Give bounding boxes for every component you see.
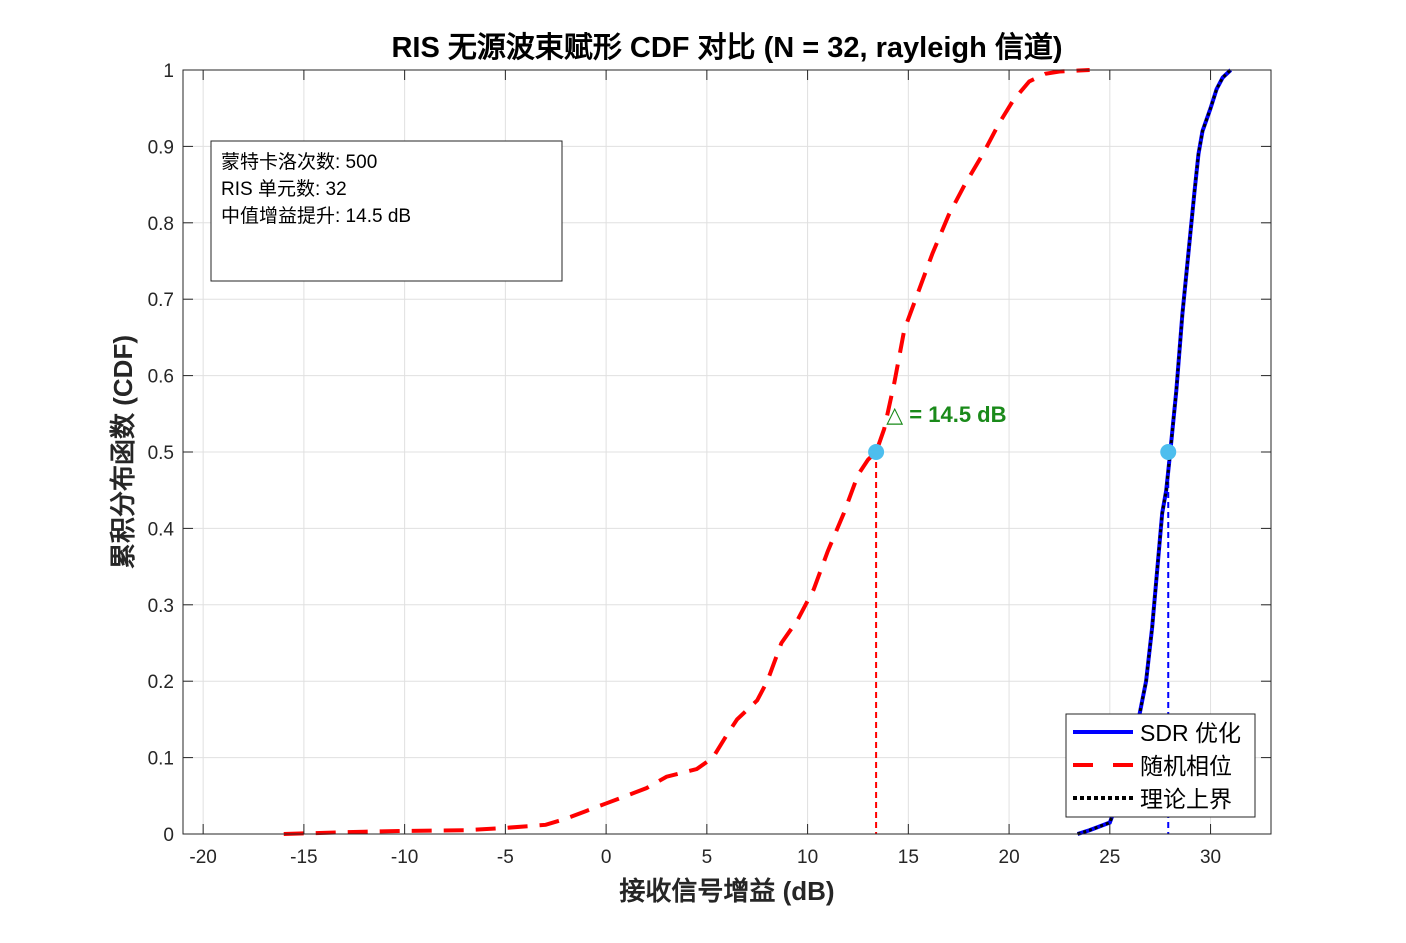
x-tick-label: 5 [702, 847, 713, 868]
legend-label: SDR 优化 [1140, 720, 1241, 746]
median-marker [868, 444, 885, 460]
y-tick-label: 0.9 [148, 137, 174, 158]
x-tick-label: 20 [999, 847, 1020, 868]
info-box: 蒙特卡洛次数: 500 RIS 单元数: 32 中值增益提升: 14.5 dB [210, 140, 563, 282]
y-axis-label: 累积分布函数 (CDF) [108, 335, 138, 569]
y-tick-label: 0.5 [148, 443, 174, 464]
y-tick-label: 0.1 [148, 749, 174, 770]
y-tick-label: 0.6 [148, 367, 174, 388]
y-tick-label: 0.4 [148, 519, 175, 540]
series-random-phase-line [283, 68, 1090, 836]
x-axis-label: 接收信号增益 (dB) [619, 876, 834, 906]
x-tick-label: -15 [290, 847, 317, 868]
x-tick-label: -20 [189, 847, 216, 868]
x-tick-label: 0 [601, 847, 612, 868]
x-tick-label: 25 [1099, 847, 1120, 868]
legend-label: 随机相位 [1140, 753, 1232, 779]
x-tick-label: -5 [497, 847, 514, 868]
median-delta-annotation: △ = 14.5 dB [886, 402, 1006, 427]
legend: SDR 优化 随机相位 理论上界 [1065, 713, 1256, 818]
series-theory-bound-line [1077, 68, 1232, 836]
info-line: 中值增益提升: 14.5 dB [221, 205, 411, 227]
y-tick-label: 0.8 [148, 214, 174, 235]
y-tick-label: 1 [163, 61, 174, 82]
x-tick-label: 10 [797, 847, 818, 868]
y-tick-label: 0.7 [148, 290, 174, 311]
y-tick-label: 0.2 [148, 672, 174, 693]
median-marker [1160, 444, 1177, 460]
ticks: -20 -15 -10 -5 0 5 10 15 20 25 30 0 0.1 0.2 0.3 0.4 0.5 0… [148, 61, 1271, 868]
y-tick-label: 0.3 [148, 596, 174, 617]
x-tick-label: 30 [1200, 847, 1221, 868]
chart-title: RIS 无源波束赋形 CDF 对比 (N = 32, rayleigh 信道) [391, 31, 1062, 64]
x-tick-label: 15 [898, 847, 919, 868]
y-tick-label: 0 [163, 825, 174, 846]
info-line: 蒙特卡洛次数: 500 [221, 151, 377, 173]
legend-label: 理论上界 [1140, 786, 1232, 812]
x-tick-label: -10 [391, 847, 418, 868]
info-line: RIS 单元数: 32 [221, 178, 347, 200]
